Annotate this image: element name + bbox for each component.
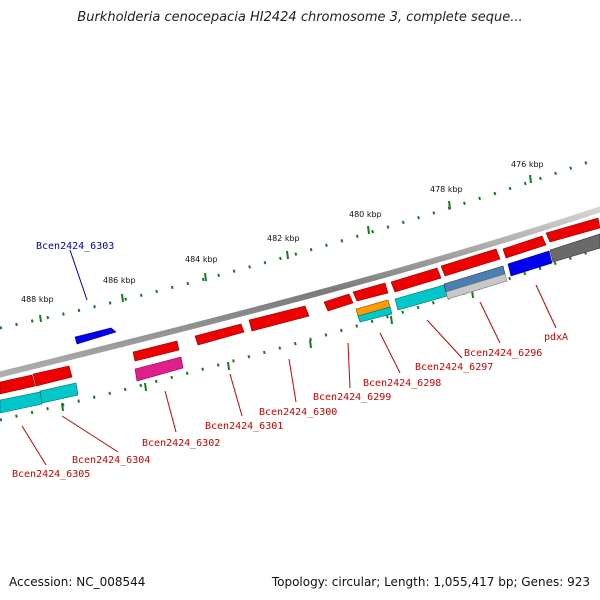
gene-label-bcen2424-6296[interactable]: Bcen2424_6296 [464, 348, 542, 359]
gene-right-gray[interactable] [549, 233, 600, 263]
outer-major-ticks [39, 174, 532, 323]
gene-unlabeled-a[interactable] [502, 235, 547, 259]
gene-unlabeled-b[interactable] [545, 217, 600, 243]
gene-bcen2424-6296-gray[interactable] [445, 273, 508, 300]
second-row-genes[interactable] [0, 233, 600, 414]
gene-label-bcen2424-6301[interactable]: Bcen2424_6301 [205, 421, 283, 432]
gene-label-bcen2424-6302[interactable]: Bcen2424_6302 [142, 438, 220, 449]
tick-label-488: 488 kbp [21, 295, 54, 304]
gene-label-bcen2424-6305[interactable]: Bcen2424_6305 [12, 469, 90, 480]
gene-label-bcen2424-6297[interactable]: Bcen2424_6297 [415, 362, 493, 373]
gene-label-bcen2424-6304[interactable]: Bcen2424_6304 [72, 455, 150, 466]
callout-lines [21, 249, 557, 466]
gene-bcen2424-6303[interactable] [74, 327, 117, 345]
gene-bcen2424-6304-cyan[interactable] [39, 382, 79, 404]
gene-left-red-1[interactable] [0, 374, 36, 395]
gene-label-bcen2424-6298[interactable]: Bcen2424_6298 [363, 378, 441, 389]
inner-major-ticks [61, 289, 474, 412]
genome-backbone [0, 206, 600, 378]
tick-label-478: 478 kbp [430, 185, 463, 194]
gene-bcen2424-6302-top[interactable] [132, 340, 180, 362]
gene-label-bcen2424-6300[interactable]: Bcen2424_6300 [259, 407, 337, 418]
tick-label-480: 480 kbp [349, 210, 382, 219]
gene-label-pdxa[interactable]: pdxA [544, 332, 568, 343]
gene-bcen2424-6301[interactable] [194, 323, 245, 346]
gene-bcen2424-6300[interactable] [248, 305, 310, 332]
gene-bcen2424-6298-cyan[interactable] [357, 306, 393, 323]
tick-label-482: 482 kbp [267, 234, 300, 243]
gene-bcen2424-6298-top[interactable] [352, 282, 389, 302]
gene-bcen2424-6302-magenta[interactable] [134, 356, 184, 382]
gene-bcen2424-6296-top[interactable] [440, 248, 501, 277]
accession-text: Accession: NC_008544 [9, 575, 146, 589]
gene-label-bcen2424-6299[interactable]: Bcen2424_6299 [313, 392, 391, 403]
forward-genes[interactable] [0, 217, 600, 395]
tick-label-484: 484 kbp [185, 255, 218, 264]
topology-summary: Topology: circular; Length: 1,055,417 bp… [271, 575, 590, 589]
gene-left-red-2[interactable] [32, 365, 73, 387]
map-title: Burkholderia cenocepacia HI2424 chromoso… [77, 10, 523, 25]
gene-bcen2424-6297-top[interactable] [390, 267, 442, 293]
gene-label-bcen2424-6303[interactable]: Bcen2424_6303 [36, 241, 114, 252]
tick-label-486: 486 kbp [103, 276, 136, 285]
gene-bcen2424-6299[interactable] [323, 293, 354, 312]
gene-bcen2424-6305-cyan[interactable] [0, 391, 43, 414]
tick-label-476: 476 kbp [511, 160, 544, 169]
inner-tick-ring [0, 246, 600, 422]
gene-pdxa[interactable] [507, 250, 553, 277]
